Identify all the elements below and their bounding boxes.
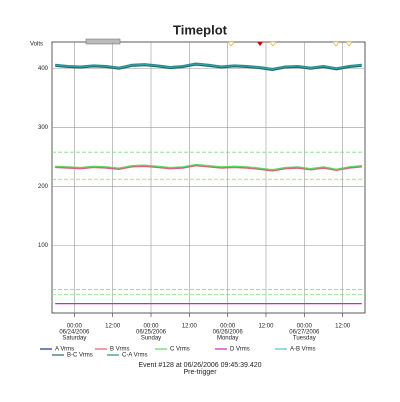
- legend-label: C-A Vrms: [122, 353, 147, 359]
- series-line: [55, 64, 362, 71]
- event-bar: [85, 38, 121, 45]
- x-tick-label: 12:00: [258, 324, 274, 330]
- x-tick-label: 12:00: [335, 324, 351, 330]
- x-day-label: Saturday: [62, 336, 86, 342]
- x-date-label: 06/26/2006: [213, 330, 244, 336]
- footer-sub: Pre-trigger: [183, 369, 217, 376]
- x-day-label: Tuesday: [293, 336, 316, 342]
- y-tick-label: 100: [38, 243, 49, 249]
- x-day-label: Monday: [217, 336, 238, 342]
- x-day-label: Sunday: [141, 336, 161, 342]
- footer: Event #128 at 06/26/2006 09:45:39.420: [139, 362, 262, 369]
- series-line: [55, 165, 362, 172]
- legend-label: A-B Vrms: [290, 347, 315, 353]
- x-date-label: 06/24/2006: [59, 330, 90, 336]
- x-date-label: 06/25/2006: [136, 330, 167, 336]
- y-tick-label: 200: [38, 184, 49, 190]
- y-axis-label: Volts: [30, 42, 43, 48]
- legend-label: B Vrms: [110, 347, 129, 353]
- legend-label: A Vrms: [55, 347, 74, 353]
- legend-label: B-C Vrms: [67, 353, 93, 359]
- y-tick-label: 300: [38, 125, 49, 131]
- y-tick-label: 400: [38, 66, 49, 72]
- x-tick-label: 12:00: [105, 324, 121, 330]
- x-tick-label: 00:00: [220, 324, 236, 330]
- chart-title: Timeplot: [173, 22, 228, 37]
- x-tick-label: 00:00: [67, 324, 83, 330]
- x-tick-label: 00:00: [144, 324, 160, 330]
- trigger-marker: [257, 42, 263, 46]
- plot-frame: [51, 41, 366, 314]
- x-tick-label: 00:00: [297, 324, 313, 330]
- legend-label: D Vrms: [230, 347, 250, 353]
- series-line: [55, 163, 362, 171]
- series-line: [55, 62, 362, 70]
- x-date-label: 06/27/2006: [289, 330, 320, 336]
- event-marker: [227, 41, 353, 47]
- x-tick-label: 12:00: [182, 324, 198, 330]
- legend-label: C Vrms: [170, 347, 190, 353]
